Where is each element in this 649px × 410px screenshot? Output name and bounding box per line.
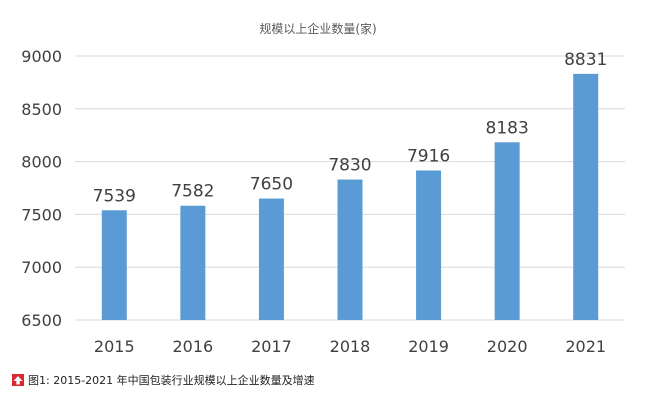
y-tick-label: 8000 bbox=[21, 153, 62, 172]
data-label-2021: 8831 bbox=[564, 50, 607, 70]
x-tick-label: 2021 bbox=[565, 337, 606, 356]
figure-caption: 图1: 2015-2021 年中国包装行业规模以上企业数量及增速 bbox=[12, 371, 315, 389]
bar-2016 bbox=[180, 205, 206, 320]
data-label-2015: 7539 bbox=[93, 186, 136, 206]
y-tick-label: 7000 bbox=[21, 258, 62, 277]
data-label-2016: 7582 bbox=[171, 182, 214, 202]
bar-2019 bbox=[416, 170, 442, 320]
y-tick-label: 6500 bbox=[21, 311, 62, 330]
caption-text: 图1: 2015-2021 年中国包装行业规模以上企业数量及增速 bbox=[28, 374, 315, 387]
data-label-2017: 7650 bbox=[250, 175, 293, 195]
bar-2020 bbox=[494, 142, 520, 320]
bar-2021 bbox=[573, 73, 599, 320]
x-tick-label: 2016 bbox=[172, 337, 213, 356]
bar-2018 bbox=[337, 179, 363, 320]
x-tick-label: 2018 bbox=[330, 337, 371, 356]
chart-title: 规模以上企业数量(家) bbox=[259, 21, 376, 36]
data-label-2020: 8183 bbox=[486, 118, 529, 138]
bar-2015 bbox=[101, 210, 127, 320]
x-tick-label: 2020 bbox=[487, 337, 528, 356]
x-tick-label: 2015 bbox=[94, 337, 135, 356]
y-tick-label: 8500 bbox=[21, 100, 62, 119]
arrow-up-icon bbox=[12, 374, 24, 386]
data-label-2019: 7916 bbox=[407, 146, 450, 166]
y-tick-label: 9000 bbox=[21, 47, 62, 66]
x-tick-label: 2017 bbox=[251, 337, 292, 356]
bar-chart: 规模以上企业数量(家) 6500 7000 7500 8000 8500 9000 753… bbox=[21, 21, 625, 356]
data-label-2018: 7830 bbox=[328, 156, 371, 176]
bar-2017 bbox=[258, 198, 284, 320]
x-tick-label: 2019 bbox=[408, 337, 449, 356]
y-tick-label: 7500 bbox=[21, 205, 62, 224]
